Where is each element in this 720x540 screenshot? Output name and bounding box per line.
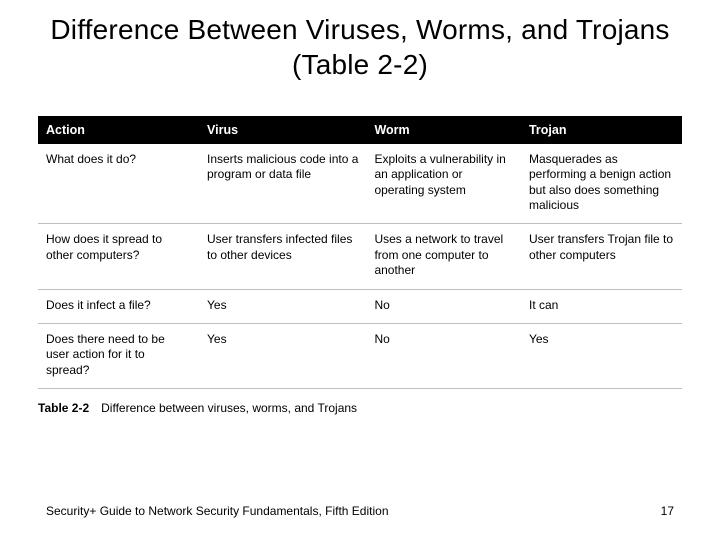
cell-action: How does it spread to other computers? [38, 224, 199, 289]
col-header-virus: Virus [199, 116, 366, 144]
cell-worm: Uses a network to travel from one comput… [366, 224, 521, 289]
table-container: Action Virus Worm Trojan What does it do… [36, 116, 684, 415]
cell-worm: No [366, 323, 521, 388]
cell-action: Does there need to be user action for it… [38, 323, 199, 388]
comparison-table: Action Virus Worm Trojan What does it do… [38, 116, 682, 389]
cell-virus: User transfers infected files to other d… [199, 224, 366, 289]
cell-trojan: Yes [521, 323, 682, 388]
cell-virus: Yes [199, 289, 366, 323]
footer-page-number: 17 [661, 504, 674, 518]
cell-trojan: It can [521, 289, 682, 323]
col-header-action: Action [38, 116, 199, 144]
table-row: Does there need to be user action for it… [38, 323, 682, 388]
cell-trojan: Masquerades as performing a benign actio… [521, 144, 682, 224]
caption-label: Table 2-2 [38, 401, 89, 415]
table-caption: Table 2-2 Difference between viruses, wor… [38, 401, 682, 415]
cell-action: What does it do? [38, 144, 199, 224]
slide: Difference Between Viruses, Worms, and T… [0, 0, 720, 540]
col-header-worm: Worm [366, 116, 521, 144]
cell-worm: Exploits a vulnerability in an applicati… [366, 144, 521, 224]
table-row: What does it do? Inserts malicious code … [38, 144, 682, 224]
slide-footer: Security+ Guide to Network Security Fund… [46, 504, 674, 518]
table-header-row: Action Virus Worm Trojan [38, 116, 682, 144]
table-row: Does it infect a file? Yes No It can [38, 289, 682, 323]
caption-text: Difference between viruses, worms, and T… [101, 401, 357, 415]
slide-title: Difference Between Viruses, Worms, and T… [36, 12, 684, 82]
col-header-trojan: Trojan [521, 116, 682, 144]
cell-action: Does it infect a file? [38, 289, 199, 323]
cell-worm: No [366, 289, 521, 323]
cell-virus: Inserts malicious code into a program or… [199, 144, 366, 224]
footer-source: Security+ Guide to Network Security Fund… [46, 504, 389, 518]
cell-trojan: User transfers Trojan file to other comp… [521, 224, 682, 289]
cell-virus: Yes [199, 323, 366, 388]
table-row: How does it spread to other computers? U… [38, 224, 682, 289]
